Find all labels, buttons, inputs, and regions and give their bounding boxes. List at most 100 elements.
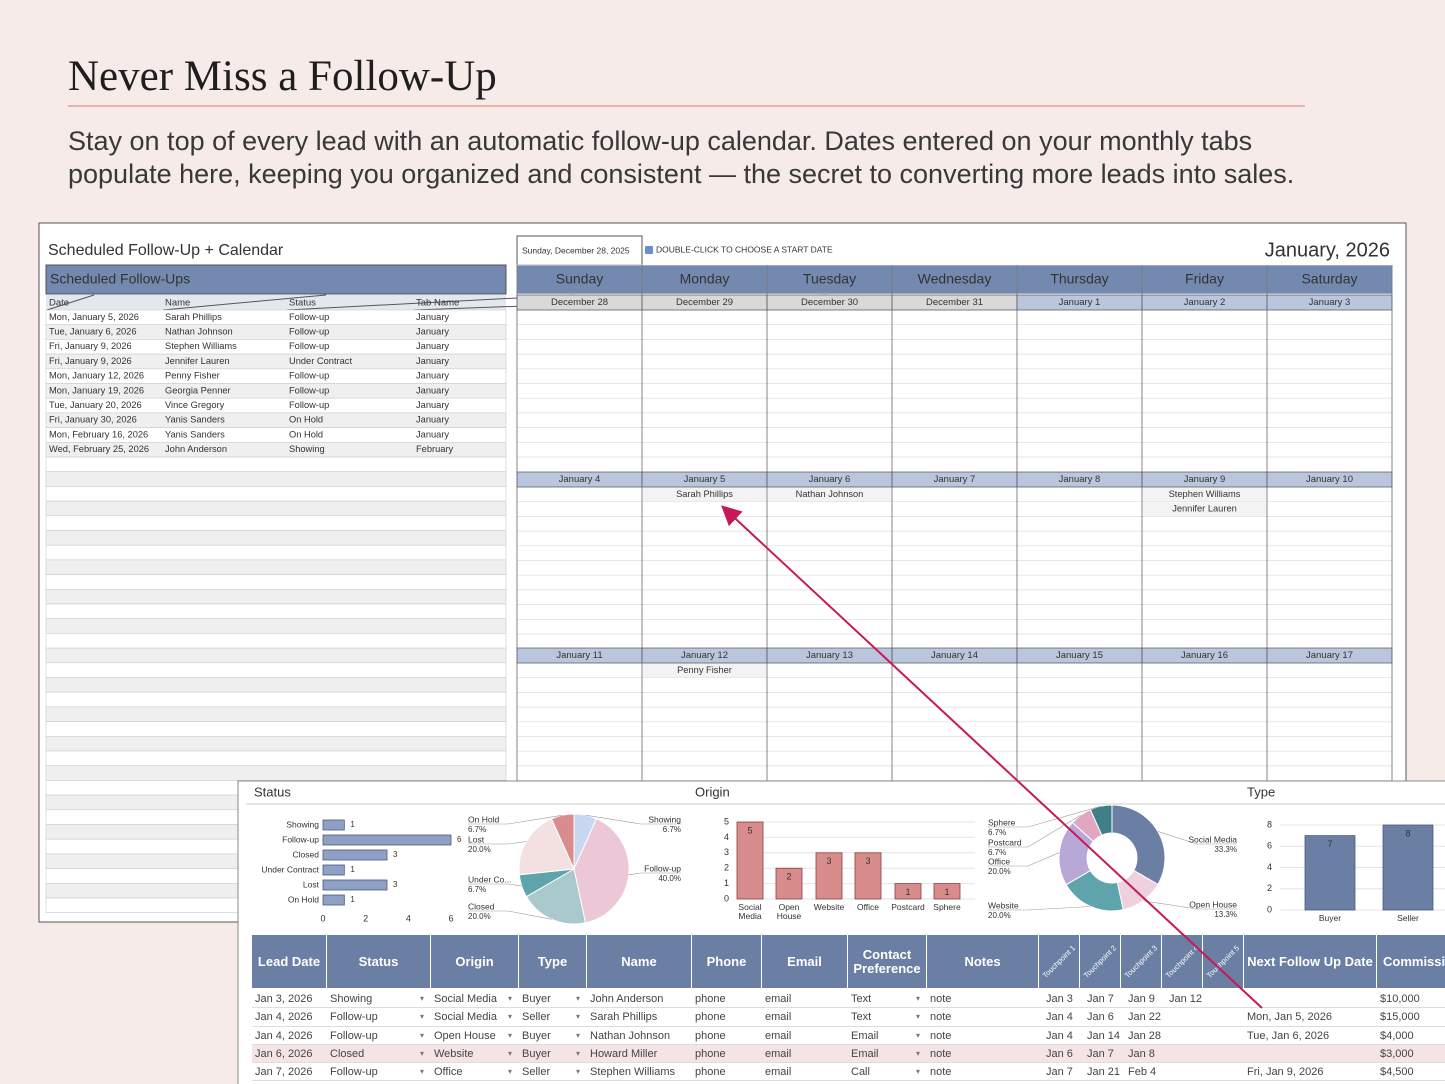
table-cell: Fri, Jan 9, 2026 xyxy=(1247,1066,1324,1079)
date-label: January 1 xyxy=(1059,297,1101,308)
list-cell: Yanis Sanders xyxy=(165,429,225,439)
column-title: Touchpoint 3 xyxy=(1122,942,1159,980)
bar xyxy=(322,849,388,861)
page-subtitle: Stay on top of every lead with an automa… xyxy=(68,126,1295,189)
weekday: Saturday xyxy=(1301,271,1357,287)
list-row xyxy=(45,765,507,781)
table-cell: Call xyxy=(851,1066,870,1079)
table-cell: Sarah Phillips xyxy=(590,1011,658,1024)
date-label: December 30 xyxy=(801,297,858,308)
bar xyxy=(322,819,345,831)
y-tick-label: 8 xyxy=(1267,819,1272,829)
dropdown-arrow: ▾ xyxy=(420,994,425,1003)
list-row xyxy=(45,647,507,664)
table-header: Phone xyxy=(692,935,762,988)
table-cell: $3,000 xyxy=(1380,1047,1414,1060)
pie-value: 20.0% xyxy=(468,912,491,921)
list-title: Scheduled Follow-Ups xyxy=(50,271,190,287)
bar xyxy=(322,894,345,906)
list-row xyxy=(45,574,507,590)
date-label: January 8 xyxy=(1059,474,1101,485)
weekday: Thursday xyxy=(1050,271,1108,287)
table-cell: Stephen Williams xyxy=(590,1066,675,1079)
list-cell: Wed, February 25, 2026 xyxy=(49,444,149,454)
table-cell: email xyxy=(765,1047,792,1060)
list-cell: On Hold xyxy=(289,429,323,439)
bar-category: Seller xyxy=(1397,913,1419,923)
table-cell: Jan 7 xyxy=(1087,1047,1114,1060)
column-title: Phone xyxy=(706,953,747,969)
bar-value: 3 xyxy=(826,856,831,866)
table-cell: Jan 3, 2026 xyxy=(255,993,313,1005)
dropdown-arrow: ▾ xyxy=(508,994,513,1003)
list-row xyxy=(45,691,507,708)
calendar-event: Stephen Williams xyxy=(1169,489,1241,499)
table-cell: Mon, Jan 5, 2026 xyxy=(1247,1011,1333,1024)
table-header: Touchpoint 5 xyxy=(1203,935,1244,988)
list-row xyxy=(45,515,507,531)
table-cell: Jan 6, 2026 xyxy=(255,1047,313,1060)
event-cell xyxy=(1143,487,1266,502)
pie-value: 6.7% xyxy=(988,848,1006,857)
bar-category: Showing xyxy=(286,819,319,829)
bar-category: Follow-up xyxy=(282,834,319,844)
column-title: Origin xyxy=(455,953,494,969)
table-header: Type xyxy=(519,935,587,988)
dropdown-arrow: ▾ xyxy=(916,1030,921,1040)
y-tick-label: 0 xyxy=(1267,904,1272,914)
bar-value: 1 xyxy=(905,887,910,897)
table-cell: Seller xyxy=(522,1011,551,1024)
list-cell: Georgia Penner xyxy=(165,385,231,395)
table-cell: Jan 4 xyxy=(1046,1011,1073,1024)
list-cell: On Hold xyxy=(289,415,323,425)
weekday-header xyxy=(891,264,1018,295)
table-cell: Follow-up xyxy=(330,1029,378,1042)
list-cell: January xyxy=(416,356,449,366)
date-label: January 5 xyxy=(684,474,726,485)
y-tick-label: 2 xyxy=(1267,883,1272,893)
weekday-header xyxy=(1141,264,1268,295)
table-header: Touchpoint 4 xyxy=(1162,935,1203,988)
table-cell: $4,500 xyxy=(1380,1066,1414,1079)
table-cell: Open House xyxy=(434,1029,496,1042)
list-cell: Penny Fisher xyxy=(165,371,220,381)
weekday: Monday xyxy=(680,271,730,287)
table-header: Touchpoint 2 xyxy=(1080,935,1121,988)
column-title: Touchpoint 2 xyxy=(1081,942,1118,980)
table-cell: Jan 22 xyxy=(1128,1011,1162,1024)
pie-label: Office xyxy=(988,856,1010,866)
list-cell: Tue, January 20, 2026 xyxy=(49,400,142,410)
date-label: December 28 xyxy=(551,297,608,308)
bar-value: 3 xyxy=(393,880,398,889)
table-header: Origin xyxy=(431,935,519,988)
date-label: January 16 xyxy=(1181,650,1228,661)
bar-category: Social Media xyxy=(738,902,762,921)
table-cell: $10,000 xyxy=(1380,993,1420,1005)
event-cell xyxy=(643,487,766,502)
dropdown-arrow: ▾ xyxy=(576,1012,581,1022)
table-cell: note xyxy=(930,1066,952,1079)
weekday-header xyxy=(766,264,893,295)
list-col-line xyxy=(46,294,95,311)
bar-value: 1 xyxy=(350,865,355,874)
bar-category: Under Contract xyxy=(261,864,319,874)
list-cell: January xyxy=(416,341,449,351)
column-title: Touchpoint 4 xyxy=(1163,942,1200,980)
dropdown-arrow: ▾ xyxy=(916,1067,921,1077)
table-cell: Buyer xyxy=(522,1029,551,1042)
pie-label: Follow-up xyxy=(644,863,681,873)
date-label: January 4 xyxy=(559,474,601,485)
table-cell: Email xyxy=(851,1029,879,1042)
list-cell: Jennifer Lauren xyxy=(165,356,230,366)
list-cell: Tue, January 6, 2026 xyxy=(49,327,137,337)
x-tick-label: 6 xyxy=(448,913,453,923)
pie-value: 33.3% xyxy=(1214,845,1237,854)
dropdown-arrow: ▾ xyxy=(420,1030,425,1040)
list-cell: Mon, January 19, 2026 xyxy=(49,385,144,395)
dropdown-arrow: ▾ xyxy=(576,1067,581,1077)
table-cell: Closed xyxy=(330,1047,365,1060)
table-cell: note xyxy=(930,1029,952,1042)
list-cell: January xyxy=(416,327,449,337)
